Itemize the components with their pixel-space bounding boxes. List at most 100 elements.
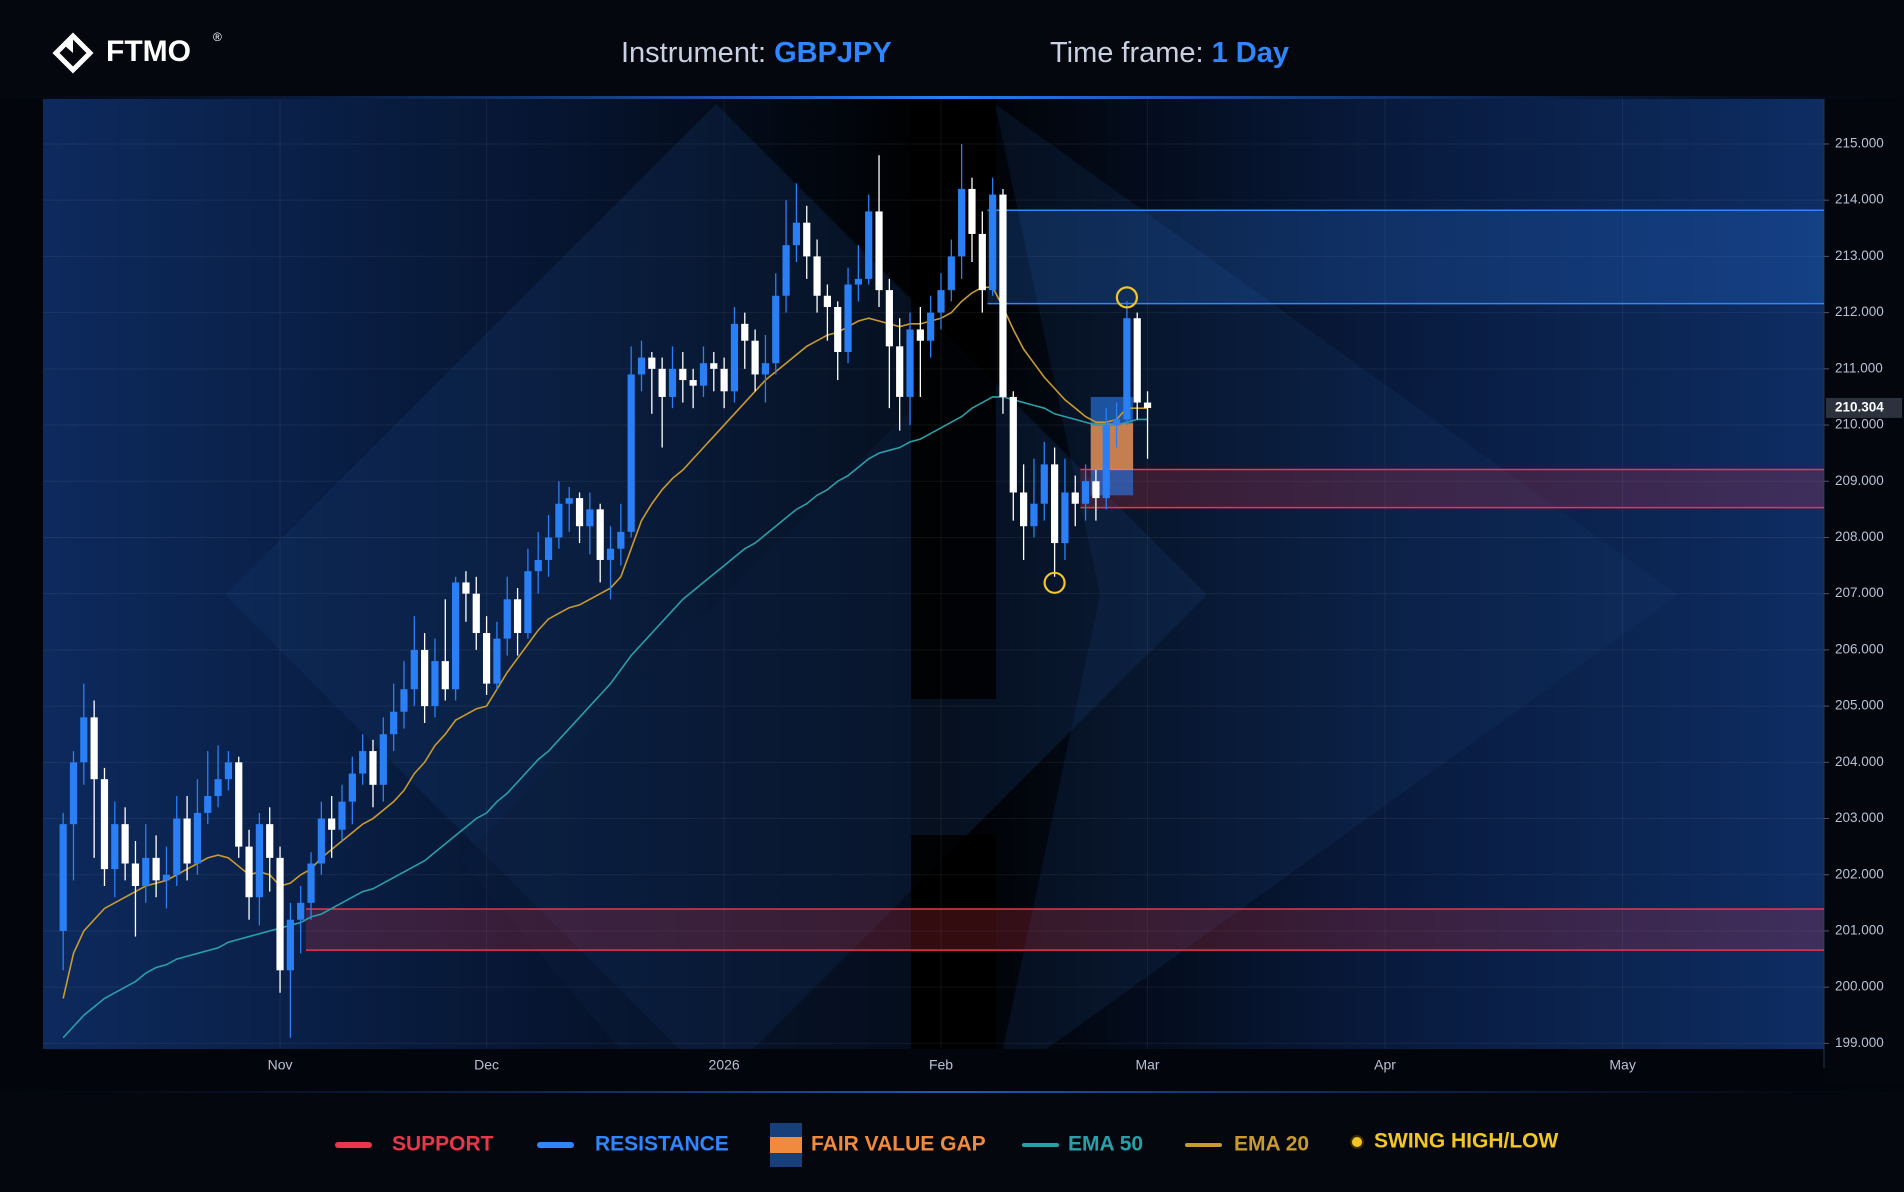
candle-body	[328, 818, 336, 830]
candle-body	[782, 245, 790, 296]
timeframe-value: 1 Day	[1212, 37, 1289, 69]
price-axis-background	[1824, 99, 1904, 1084]
candle-body	[121, 824, 129, 864]
candle-body	[111, 824, 119, 870]
candle-body	[235, 762, 243, 847]
candle-body	[834, 306, 842, 352]
y-tick-label: 206.000	[1835, 641, 1884, 656]
candle-body	[317, 818, 325, 864]
candle-body	[596, 509, 604, 560]
timeframe: Time frame: 1 Day	[1050, 37, 1289, 69]
price-tag-label: 210.304	[1835, 400, 1884, 415]
candle-body	[927, 312, 935, 341]
candle-body	[916, 329, 924, 341]
candle-body	[720, 368, 728, 392]
candle-body	[173, 818, 181, 875]
candle-body	[896, 346, 904, 397]
watermark-diamond	[225, 104, 1207, 1049]
logo-text: FTMO	[106, 35, 191, 68]
y-tick-label: 203.000	[1835, 810, 1884, 825]
candle-body	[730, 323, 739, 392]
legend-key	[335, 1142, 372, 1148]
candle-body	[142, 857, 150, 886]
zone-fill	[1080, 469, 1824, 508]
candle-body	[1071, 492, 1079, 504]
legend-label: FAIR VALUE GAP	[811, 1133, 986, 1156]
zone-fill	[305, 909, 1824, 951]
zone-fill	[987, 210, 1824, 304]
candle-body	[958, 188, 966, 257]
y-tick-label: 210.000	[1835, 417, 1884, 432]
candle-body	[947, 256, 955, 291]
candle-body	[885, 290, 893, 347]
candle-body	[183, 818, 191, 864]
candle-body	[1040, 464, 1048, 504]
logo-icon	[52, 32, 94, 74]
candle-body	[586, 509, 594, 527]
timeframe-label: Time frame:	[1050, 37, 1204, 69]
instrument-label: Instrument:	[621, 37, 766, 69]
legend-key	[770, 1137, 802, 1153]
candle-body	[286, 919, 294, 971]
candle-body	[1061, 492, 1069, 544]
candle-body	[503, 599, 511, 639]
candle-body	[245, 846, 253, 898]
candle-body	[1020, 492, 1028, 527]
swing-marker	[1115, 286, 1138, 309]
legend-label: RESISTANCE	[595, 1133, 729, 1156]
candle-body	[152, 857, 160, 881]
candle-body	[266, 824, 274, 858]
candle-body	[1112, 419, 1121, 426]
y-tick-label: 199.000	[1835, 1035, 1884, 1050]
candle-body	[390, 711, 398, 735]
candle-body	[1030, 503, 1038, 527]
candle-body	[162, 874, 171, 881]
candle-body	[1102, 425, 1110, 499]
candle-body	[100, 779, 109, 870]
y-tick-label: 202.000	[1835, 866, 1884, 881]
instrument-value: GBPJPY	[774, 37, 892, 69]
candle-body	[844, 284, 852, 352]
candle-body	[462, 582, 470, 594]
candle-body	[1092, 481, 1100, 499]
watermark-band	[911, 99, 996, 699]
candle-body	[978, 233, 986, 291]
candle-body	[214, 779, 222, 797]
candle-body	[472, 593, 480, 634]
candle-body	[937, 290, 945, 313]
candle-body	[307, 863, 315, 903]
overlay: 199.000 200.000 201.000 202.000 203.000 204.0…	[268, 136, 1902, 1073]
legend-label: EMA 50	[1068, 1133, 1143, 1156]
x-tick-label: 2026	[709, 1057, 740, 1073]
y-tick-label: 211.000	[1835, 360, 1883, 375]
swing-marker	[1043, 571, 1066, 594]
candle-body	[617, 531, 625, 549]
legend-bar	[0, 1092, 1904, 1192]
candle-body	[513, 599, 522, 634]
candle-body	[968, 188, 976, 234]
candle-body	[379, 734, 387, 785]
y-tick-label: 201.000	[1835, 923, 1884, 938]
candle-body	[668, 368, 677, 397]
legend-label: SUPPORT	[392, 1133, 494, 1156]
candle-body	[854, 278, 862, 285]
ema-line	[62, 286, 1148, 999]
y-tick-label: 214.000	[1835, 192, 1884, 207]
candle-body	[1123, 318, 1131, 420]
candle-body	[544, 537, 553, 560]
candle-body	[989, 194, 997, 291]
y-tick-label: 208.000	[1835, 529, 1884, 544]
ema-line	[62, 396, 1148, 1039]
candle-body	[803, 222, 811, 257]
candle-body	[906, 329, 914, 397]
legend-label: EMA 20	[1234, 1133, 1309, 1156]
y-tick-label: 200.000	[1835, 979, 1884, 994]
y-tick-label: 215.000	[1835, 136, 1884, 151]
candle-body	[565, 498, 573, 504]
header-glow	[0, 96, 1904, 99]
candle-body	[710, 363, 718, 369]
candle-body	[224, 762, 233, 780]
candle-body	[865, 211, 873, 279]
logo-icon-part	[64, 36, 73, 53]
watermark-band	[911, 835, 996, 1049]
